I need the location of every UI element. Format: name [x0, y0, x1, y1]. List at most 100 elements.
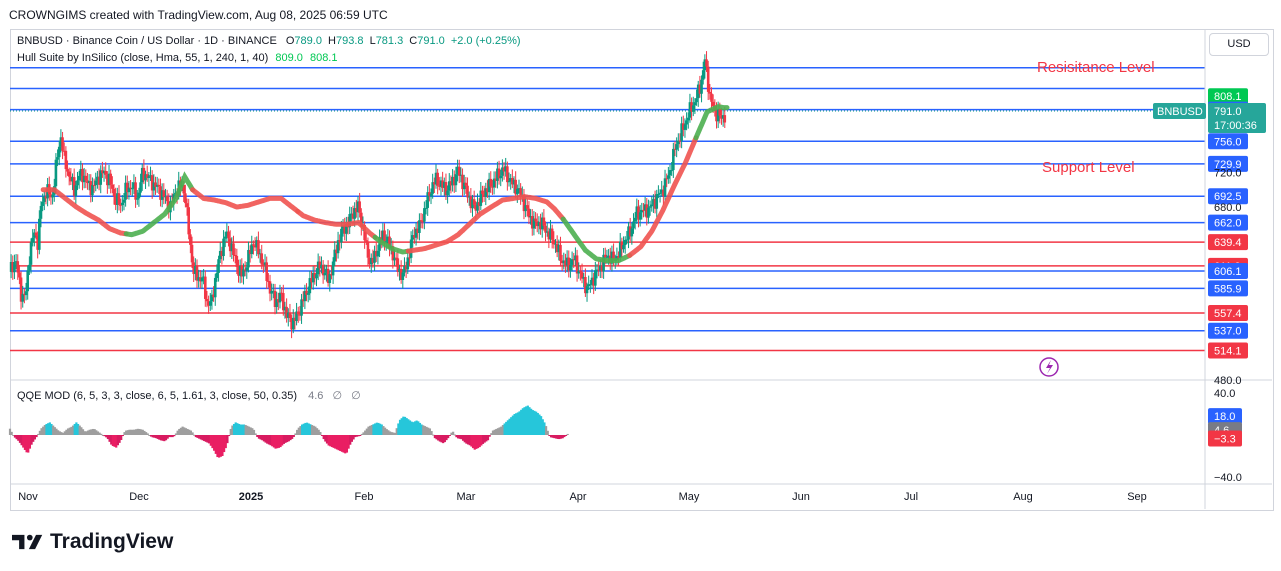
candle-body	[124, 182, 127, 200]
qqe-bar	[48, 422, 51, 435]
candle-body	[527, 208, 531, 218]
candle-body	[199, 277, 202, 282]
candle-body	[255, 240, 259, 248]
qqe-bar	[266, 435, 269, 444]
candle-body	[275, 299, 278, 307]
candle-body	[82, 175, 86, 183]
qqe-bar	[566, 433, 569, 435]
candle-body	[597, 269, 600, 271]
price-label: 606.1	[1214, 266, 1242, 278]
qqe-bar	[314, 426, 317, 435]
time-label: Mar	[457, 491, 476, 503]
candle-body	[368, 257, 371, 265]
candle-body	[633, 217, 637, 222]
qqe-bar	[397, 423, 400, 435]
qqe-bar	[418, 422, 422, 435]
qqe-bar	[93, 429, 96, 435]
candle-body	[109, 173, 112, 185]
qqe-bar	[13, 435, 17, 438]
qqe-bar	[423, 426, 427, 435]
qqe-bar	[329, 435, 332, 447]
candle-body	[291, 317, 295, 330]
qqe-bar	[131, 429, 134, 435]
qqe-bar	[188, 429, 191, 435]
candle-body	[28, 264, 31, 271]
candle-body	[446, 190, 449, 196]
candle-body	[157, 184, 161, 187]
qqe-bar	[274, 435, 277, 449]
candle-body	[87, 181, 91, 184]
candle-body	[441, 180, 444, 188]
candle-body	[36, 235, 39, 250]
price-axis: 808.1792.6756.0729.9720.0692.5680.0662.0…	[1153, 88, 1266, 484]
candle-body	[117, 193, 121, 205]
candle-body	[315, 274, 318, 279]
time-label: May	[679, 491, 700, 503]
qqe-legend[interactable]: QQE MOD (6, 5, 3, 3, close, 6, 5, 1.61, …	[17, 389, 361, 402]
qqe-bar	[470, 435, 473, 447]
candle-body	[245, 267, 249, 271]
qqe-bar	[445, 435, 448, 441]
candle-body	[97, 176, 101, 185]
candle-body	[308, 278, 312, 294]
candle-body	[381, 230, 385, 241]
qqe-bar	[530, 408, 533, 435]
qqe-bar	[364, 430, 367, 435]
candle-body	[86, 180, 89, 184]
candle-body	[645, 204, 649, 218]
qqe-bar	[520, 409, 523, 435]
qqe-bar	[365, 428, 368, 435]
candle-body	[378, 237, 381, 251]
tradingview-logo[interactable]: TradingView	[12, 530, 173, 554]
qqe-bar	[75, 422, 78, 435]
candle-body	[215, 272, 219, 278]
qqe-bar	[350, 435, 354, 442]
candle-body	[540, 217, 544, 230]
price-label-bg	[1208, 214, 1248, 231]
qqe-histogram	[8, 405, 569, 458]
qqe-bar	[383, 427, 387, 435]
symbol-legend[interactable]: BNBUSD · Binance Coin / US Dollar · 1D ·…	[17, 35, 521, 47]
qqe-bar	[410, 421, 413, 435]
qqe-bar	[209, 435, 212, 446]
candle-body	[121, 202, 124, 206]
qqe-bar	[249, 427, 252, 435]
candle-body	[145, 174, 149, 178]
qqe-bar	[360, 433, 363, 435]
qqe-bar	[310, 425, 314, 435]
candle-body	[539, 222, 542, 230]
qqe-bar	[52, 425, 55, 435]
flash-icon[interactable]	[1039, 357, 1059, 377]
qqe-bar	[417, 421, 420, 435]
qqe-bar	[325, 435, 329, 444]
candle-body	[263, 262, 267, 265]
currency-selector[interactable]: USD	[1209, 33, 1269, 56]
qqe-bar	[342, 435, 345, 453]
candle-body	[285, 306, 288, 318]
candle-body	[607, 255, 610, 258]
qqe-symbol-2: ∅	[351, 390, 361, 402]
qqe-bar	[8, 428, 12, 435]
candle-body	[286, 312, 290, 318]
qqe-bar	[173, 435, 176, 437]
qqe-bar	[247, 426, 251, 435]
candle-body	[127, 187, 131, 193]
qqe-bar	[203, 435, 206, 442]
candle-body	[585, 286, 589, 294]
qqe-bar	[425, 426, 428, 435]
candle-body	[482, 194, 486, 197]
qqe-bar	[437, 435, 440, 441]
qqe-bar	[156, 435, 159, 439]
candle-body	[439, 180, 443, 187]
qqe-bar	[239, 424, 242, 435]
hull-legend[interactable]: Hull Suite by InSilico (close, Hma, 55, …	[17, 52, 337, 64]
candle-body	[116, 193, 119, 205]
qqe-bar	[498, 427, 501, 435]
candle-body	[658, 192, 662, 194]
qqe-bar	[81, 429, 85, 435]
candle-body	[64, 150, 68, 170]
candle-body	[44, 196, 48, 199]
qqe-bar	[442, 435, 445, 444]
qqe-symbol-1: ∅	[332, 390, 343, 402]
